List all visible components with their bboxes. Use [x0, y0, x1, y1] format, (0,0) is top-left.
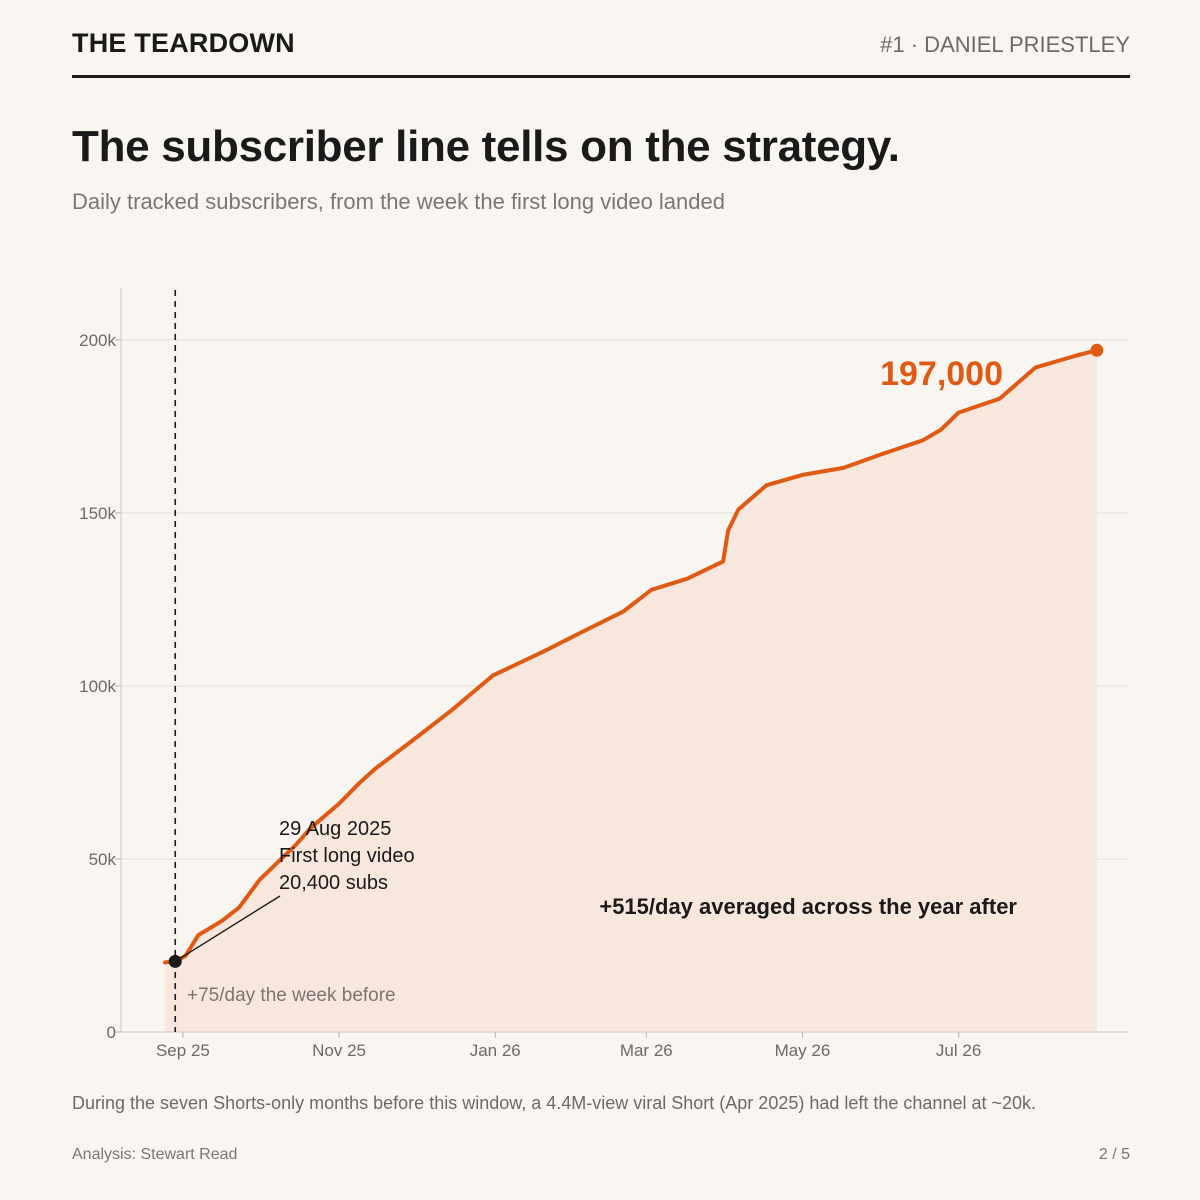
y-tick-label: 50k — [89, 850, 117, 869]
before-rate-label: +75/day the week before — [187, 985, 396, 1006]
header: THE TEARDOWN #1 · DANIEL PRIESTLEY — [72, 28, 1130, 78]
y-tick-label: 150k — [79, 504, 116, 523]
ticks-layer: 0 50k 100k 150k 200k Sep 25 Nov 25 Jan 26 Mar 26… — [79, 331, 981, 1060]
end-point-marker — [1090, 343, 1104, 357]
end-value-label: 197,000 — [880, 355, 1003, 393]
first-video-marker — [168, 954, 182, 968]
annotation-date: 29 Aug 2025 — [279, 818, 391, 840]
annotation-subs: 20,400 subs — [279, 872, 388, 894]
y-tick-label: 0 — [107, 1023, 116, 1042]
x-tick-label: Jul 26 — [936, 1041, 981, 1060]
brand-title: THE TEARDOWN — [72, 28, 295, 58]
y-tick-label: 100k — [79, 677, 116, 696]
after-rate-label: +515/day averaged across the year after — [599, 894, 1017, 919]
page-title: The subscriber line tells on the strateg… — [72, 122, 900, 171]
x-tick-label: Nov 25 — [312, 1041, 366, 1060]
subscriber-area — [165, 350, 1097, 1032]
y-tick-label: 200k — [79, 331, 116, 350]
annotation-event: First long video — [279, 845, 415, 867]
page-subtitle: Daily tracked subscribers, from the week… — [72, 189, 725, 214]
x-tick-label: May 26 — [775, 1041, 831, 1060]
x-tick-label: Jan 26 — [470, 1041, 521, 1060]
issue-label: #1 · DANIEL PRIESTLEY — [880, 32, 1130, 57]
footnote: During the seven Shorts-only months befo… — [72, 1093, 1037, 1113]
credit: Analysis: Stewart Read — [72, 1146, 238, 1163]
annotation-leader-line — [174, 895, 281, 963]
page-indicator: 2 / 5 — [1098, 1146, 1130, 1163]
x-tick-label: Sep 25 — [156, 1041, 210, 1060]
x-tick-label: Mar 26 — [620, 1041, 673, 1060]
subscriber-line — [163, 348, 1099, 965]
